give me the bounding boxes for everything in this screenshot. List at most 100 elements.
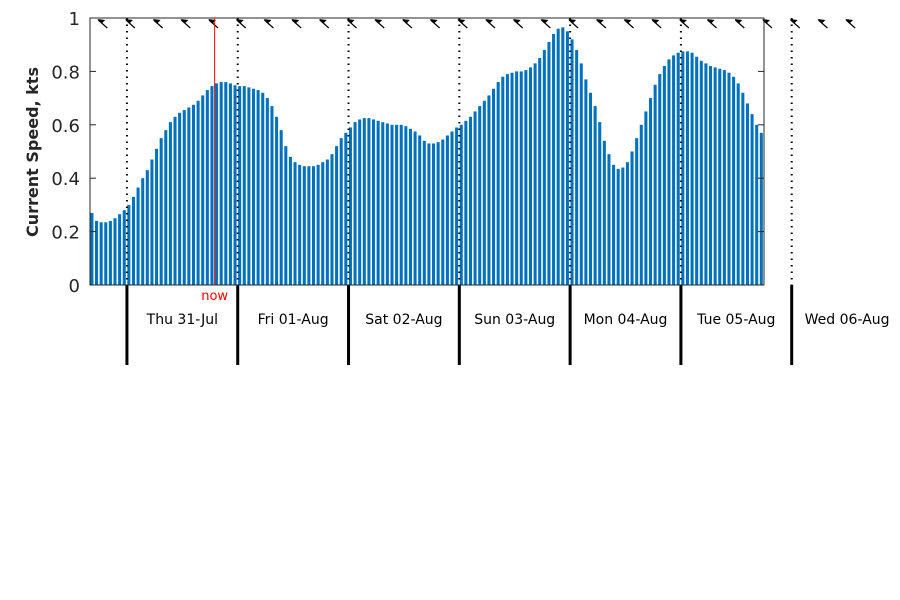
y-tick-label: 0.8: [51, 62, 80, 83]
bar: [215, 83, 219, 285]
bar: [182, 110, 186, 285]
direction-arrow-icon: [734, 19, 745, 29]
bar: [251, 88, 256, 285]
bar: [302, 166, 306, 285]
direction-arrow-icon: [457, 19, 468, 29]
day-label: Wed 06-Aug: [805, 312, 890, 328]
bar: [321, 162, 325, 285]
day-label: Fri 01-Aug: [258, 312, 329, 328]
bar: [510, 72, 514, 285]
direction-arrow-icon: [595, 19, 607, 29]
bar: [718, 68, 722, 285]
axes: [89, 17, 765, 286]
bar: [515, 71, 519, 286]
bar: [755, 124, 759, 285]
bar: [727, 72, 731, 285]
bar: [690, 52, 694, 286]
bar: [164, 130, 168, 285]
bar: [445, 135, 449, 285]
bar: [450, 131, 454, 285]
bar: [625, 162, 629, 285]
bar: [344, 132, 348, 285]
bar: [99, 222, 103, 285]
direction-arrow-icon: [845, 19, 856, 29]
bar: [533, 63, 537, 285]
bar: [612, 164, 616, 285]
bar: [242, 86, 246, 285]
bar: [584, 79, 588, 285]
bar: [261, 92, 265, 285]
bar: [413, 131, 417, 285]
bar: [565, 31, 569, 285]
bar: [325, 159, 329, 285]
bar: [644, 111, 648, 285]
direction-arrow-icon: [789, 19, 801, 29]
bar: [635, 138, 639, 285]
bar: [662, 66, 666, 285]
day-labels: Thu 31-Jul Fri 01-Aug Sat 02-Aug Sun 03-Aug…: [146, 312, 890, 328]
plot-frame: [89, 17, 765, 286]
bar: [621, 167, 625, 285]
bar: [122, 210, 126, 285]
bar: [108, 220, 112, 285]
bar: [150, 159, 154, 285]
direction-arrow-icon: [208, 19, 219, 29]
y-tick-label: 0.2: [51, 223, 80, 244]
bar: [432, 143, 436, 285]
bar: [658, 74, 662, 285]
bar: [427, 143, 431, 285]
bar: [524, 70, 528, 285]
bar: [616, 168, 620, 285]
day-label: Sun 03-Aug: [474, 312, 555, 328]
bar: [141, 178, 145, 285]
bar: [307, 166, 311, 285]
direction-arrow-icon: [678, 19, 690, 29]
now-marker: now: [201, 18, 228, 304]
bar: [348, 127, 352, 285]
bar: [570, 39, 574, 285]
direction-arrow-icon: [651, 19, 662, 29]
bar: [376, 120, 380, 285]
bar: [385, 123, 389, 285]
direction-arrow-icon: [346, 19, 357, 29]
bar: [473, 111, 477, 285]
bar: [284, 146, 288, 285]
bar: [173, 116, 177, 285]
bar: [552, 34, 556, 285]
bar: [501, 76, 505, 286]
bar: [741, 92, 745, 285]
bar: [358, 119, 362, 286]
bar: [104, 222, 108, 285]
direction-arrow-icon: [318, 19, 330, 29]
bar: [270, 106, 274, 285]
bar: [367, 118, 371, 286]
bar: [653, 84, 657, 285]
bar: [709, 66, 713, 285]
bar: [316, 164, 320, 285]
bar: [136, 187, 140, 285]
bar: [247, 87, 251, 285]
y-tick-label: 0.4: [51, 169, 80, 190]
bar: [191, 104, 196, 286]
bar: [482, 100, 486, 286]
y-tick-label: 0: [69, 276, 80, 297]
bar: [468, 116, 472, 285]
bar: [219, 82, 223, 285]
bar: [542, 50, 546, 285]
bar: [159, 138, 163, 285]
bar: [487, 95, 491, 286]
bar: [672, 55, 676, 285]
y-tick-label: 1: [69, 9, 80, 30]
direction-arrow-icon: [180, 19, 191, 29]
direction-arrow-icon: [623, 19, 634, 29]
bar: [113, 218, 117, 285]
bar: [353, 122, 357, 285]
bar: [408, 128, 412, 285]
bar: [519, 71, 523, 286]
bar: [436, 142, 440, 285]
direction-arrow-icon: [152, 19, 164, 29]
bar: [311, 166, 316, 285]
bar: [441, 139, 445, 285]
bar: [298, 164, 302, 285]
